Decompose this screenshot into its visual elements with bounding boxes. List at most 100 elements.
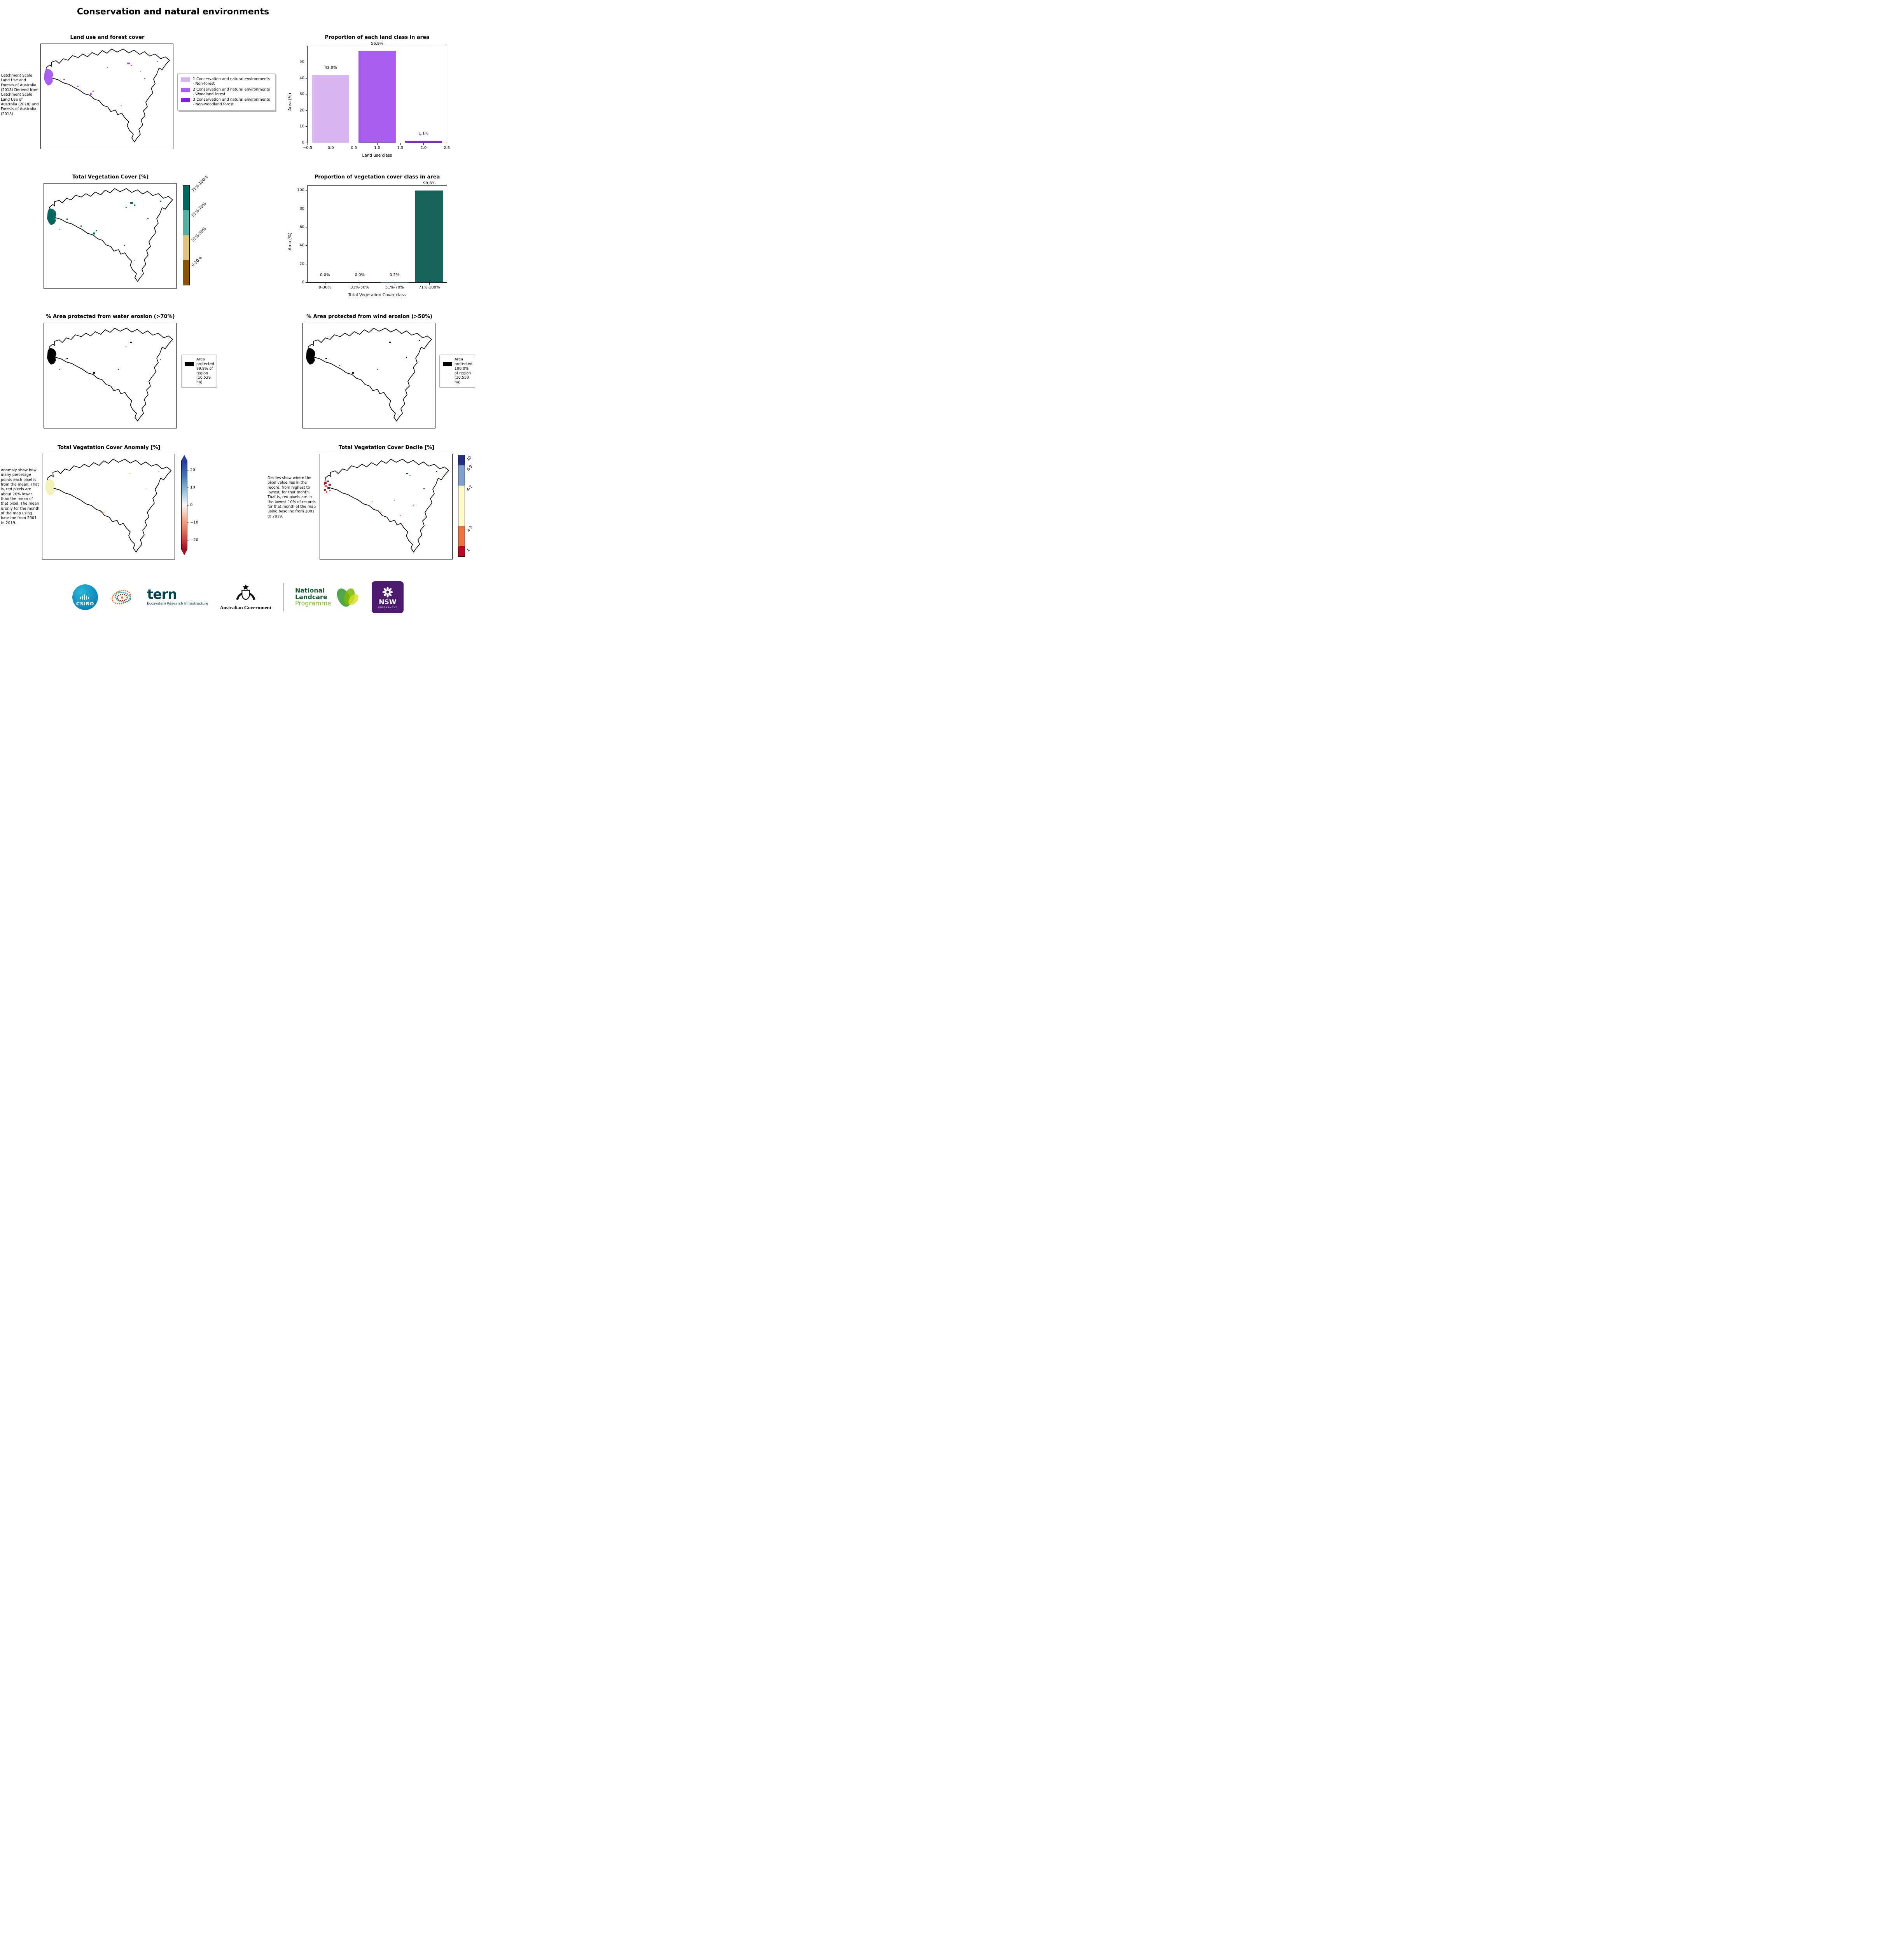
anomaly-patches bbox=[66, 471, 159, 512]
legend-swatch-woodland-forest bbox=[181, 87, 190, 92]
colorbar-segment bbox=[183, 260, 189, 285]
legend-item: 1 Conservation and natural environments … bbox=[181, 77, 272, 86]
aboriginal-art-icon bbox=[112, 590, 131, 605]
colorbar-arrow-up bbox=[181, 455, 187, 461]
veg-cover-map-title: Total Vegetation Cover [%] bbox=[72, 174, 149, 180]
landcare-line-2: Landcare bbox=[295, 593, 327, 601]
colorbar-segment bbox=[183, 185, 189, 210]
veg-class-chart-title: Proportion of vegetation cover class in … bbox=[314, 174, 440, 180]
bar-value-label: 1.1% bbox=[418, 131, 429, 136]
legend-swatch-protected bbox=[185, 362, 194, 366]
bar bbox=[312, 75, 350, 143]
x-axis-label: Land use class bbox=[362, 153, 392, 158]
colorbar-segment bbox=[458, 546, 465, 556]
bar-value-label: 0.2% bbox=[390, 273, 400, 277]
legend-swatch-protected bbox=[443, 362, 452, 366]
bar bbox=[358, 51, 396, 143]
bar-value-label: 0.0% bbox=[320, 273, 330, 277]
land-class-bar-chart: 0 10 20 30 40 50 −0.5 0.0 0.5 1.0 1.5 2.0 2.5 42.0% 56… bbox=[299, 41, 450, 150]
veg-cover-patches bbox=[59, 201, 168, 261]
wind-erosion-patches bbox=[325, 340, 427, 374]
colorbar-label: 51%-70% bbox=[191, 201, 207, 218]
tern-logo: tern Ecosystem Research Infrastructure bbox=[147, 586, 208, 606]
colorbar-label: 71%-100% bbox=[191, 175, 209, 193]
colorbar-segment bbox=[183, 210, 189, 235]
bar bbox=[415, 190, 444, 282]
bar-value-label: 0.0% bbox=[355, 273, 365, 277]
footer-logos: CSIRO tern Ecosystem Research Infrastruc… bbox=[0, 581, 476, 613]
decile-panel: Deciles show where the pixel value lies … bbox=[267, 445, 474, 559]
landcare-line-3: Programme bbox=[295, 600, 331, 607]
waratah-icon bbox=[382, 586, 393, 598]
veg-class-bar-chart: 0 20 40 60 80 100 0-30% 31%-50% 51%-70% 71%-100% 0… bbox=[297, 181, 447, 290]
anomaly-map-title: Total Vegetation Cover Anomaly [%] bbox=[57, 445, 161, 451]
legend-label: Area protected 99.8% of region (10,529 h… bbox=[196, 357, 214, 385]
nsw-government-logo: NSW GOVERNMENT bbox=[371, 581, 404, 613]
tern-wordmark: tern bbox=[147, 586, 177, 602]
colorbar-segment bbox=[183, 235, 189, 260]
australian-government-logo: Australian Government bbox=[220, 584, 271, 611]
colorbar-label: 2-3 bbox=[466, 525, 474, 533]
legend-label: 2 Conservation and natural environments … bbox=[193, 87, 270, 96]
colorbar-label: 4-7 bbox=[466, 484, 474, 493]
csiro-logo: CSIRO bbox=[72, 584, 98, 610]
legend-item: 2 Conservation and natural environments … bbox=[181, 87, 272, 97]
anomaly-panel: Anomaly show how many percetage points e… bbox=[0, 445, 198, 559]
row-anomaly-decile: Anomaly show how many percetage points e… bbox=[0, 445, 476, 559]
wind-erosion-map bbox=[302, 323, 435, 428]
land-use-map-title: Land use and forest cover bbox=[70, 35, 145, 40]
land-use-caption: Catchment Scale Land Use and Forests of … bbox=[1, 73, 39, 116]
landcare-leaves-icon bbox=[337, 588, 358, 607]
colorbar-arrow-down bbox=[181, 549, 187, 555]
water-erosion-legend: Area protected 99.8% of region (10,529 h… bbox=[181, 354, 217, 388]
decile-map-title: Total Vegetation Cover Decile [%] bbox=[339, 445, 434, 451]
legend-swatch-non-forest bbox=[181, 77, 190, 82]
colorbar-label: 31%-50% bbox=[191, 226, 207, 243]
veg-class-chart-panel: Proportion of vegetation cover class in … bbox=[288, 174, 451, 297]
australian-government-label: Australian Government bbox=[220, 605, 271, 610]
water-erosion-panel: % Area protected from water erosion (>70… bbox=[44, 314, 217, 428]
bar-value-label: 42.0% bbox=[324, 65, 337, 70]
y-axis-label: Area (%) bbox=[288, 233, 292, 250]
x-axis-label: Total Vegetation Cover class bbox=[348, 293, 406, 297]
row-erosion: % Area protected from water erosion (>70… bbox=[0, 314, 476, 428]
nsw-sublabel: GOVERNMENT bbox=[378, 606, 397, 609]
decile-colorbar: 10 8-9 4-7 2-3 1 bbox=[458, 455, 474, 557]
anomaly-caption: Anomaly show how many percetage points e… bbox=[1, 468, 40, 525]
bar-value-label: 99.8% bbox=[423, 181, 436, 185]
colorbar-segment bbox=[458, 526, 465, 546]
veg-cover-colorbar: 71%-100% 51%-70% 31%-50% 0-30% bbox=[183, 175, 209, 285]
coat-of-arms-icon bbox=[236, 584, 255, 600]
nsw-label: NSW bbox=[379, 598, 397, 606]
colorbar-gradient: 20 10 0 −10 −20 bbox=[181, 461, 198, 549]
land-use-panel: Catchment Scale Land Use and Forests of … bbox=[0, 35, 275, 149]
wind-erosion-legend: Area protected 100.0% of region (10,550 … bbox=[439, 354, 475, 388]
land-use-legend: 1 Conservation and natural environments … bbox=[177, 73, 275, 111]
wind-erosion-map-title: % Area protected from wind erosion (>50%… bbox=[306, 314, 432, 320]
legend-swatch-non-woodland-forest bbox=[181, 98, 190, 103]
tern-subtitle: Ecosystem Research Infrastructure bbox=[147, 602, 208, 606]
veg-cover-panel: Total Vegetation Cover [%] 71%-100 bbox=[44, 174, 209, 289]
land-use-patches bbox=[63, 61, 165, 106]
colorbar-segment bbox=[458, 455, 465, 465]
colorbar-label: 8-9 bbox=[466, 464, 474, 472]
land-use-map bbox=[40, 44, 173, 149]
legend-label: Area protected 100.0% of region (10,550 … bbox=[455, 357, 472, 385]
legend-item: 3 Conservation and natural environments … bbox=[181, 98, 272, 107]
colorbar-label: 10 bbox=[466, 455, 473, 462]
colorbar-label: 0-30% bbox=[191, 255, 203, 268]
legend-label: 1 Conservation and natural environments … bbox=[193, 77, 270, 86]
page-title: Conservation and natural environments bbox=[77, 7, 269, 17]
row-veg-cover: Total Vegetation Cover [%] 71%-100 bbox=[0, 174, 476, 297]
landcare-line-1: National bbox=[295, 586, 325, 594]
decile-patches bbox=[324, 471, 444, 516]
national-landcare-logo: National Landcare Programme bbox=[295, 586, 360, 608]
land-class-chart-panel: Proportion of each land class in area Ar… bbox=[288, 35, 451, 158]
decile-caption: Deciles show where the pixel value lies … bbox=[268, 476, 316, 519]
row-land-use: Catchment Scale Land Use and Forests of … bbox=[0, 35, 476, 158]
csiro-wave-icon bbox=[80, 594, 89, 600]
wind-erosion-panel: % Area protected from wind erosion (>50%… bbox=[302, 314, 475, 428]
legend-label: 3 Conservation and natural environments … bbox=[193, 98, 270, 107]
water-erosion-map-title: % Area protected from water erosion (>70… bbox=[46, 314, 175, 320]
anomaly-map bbox=[42, 454, 175, 559]
